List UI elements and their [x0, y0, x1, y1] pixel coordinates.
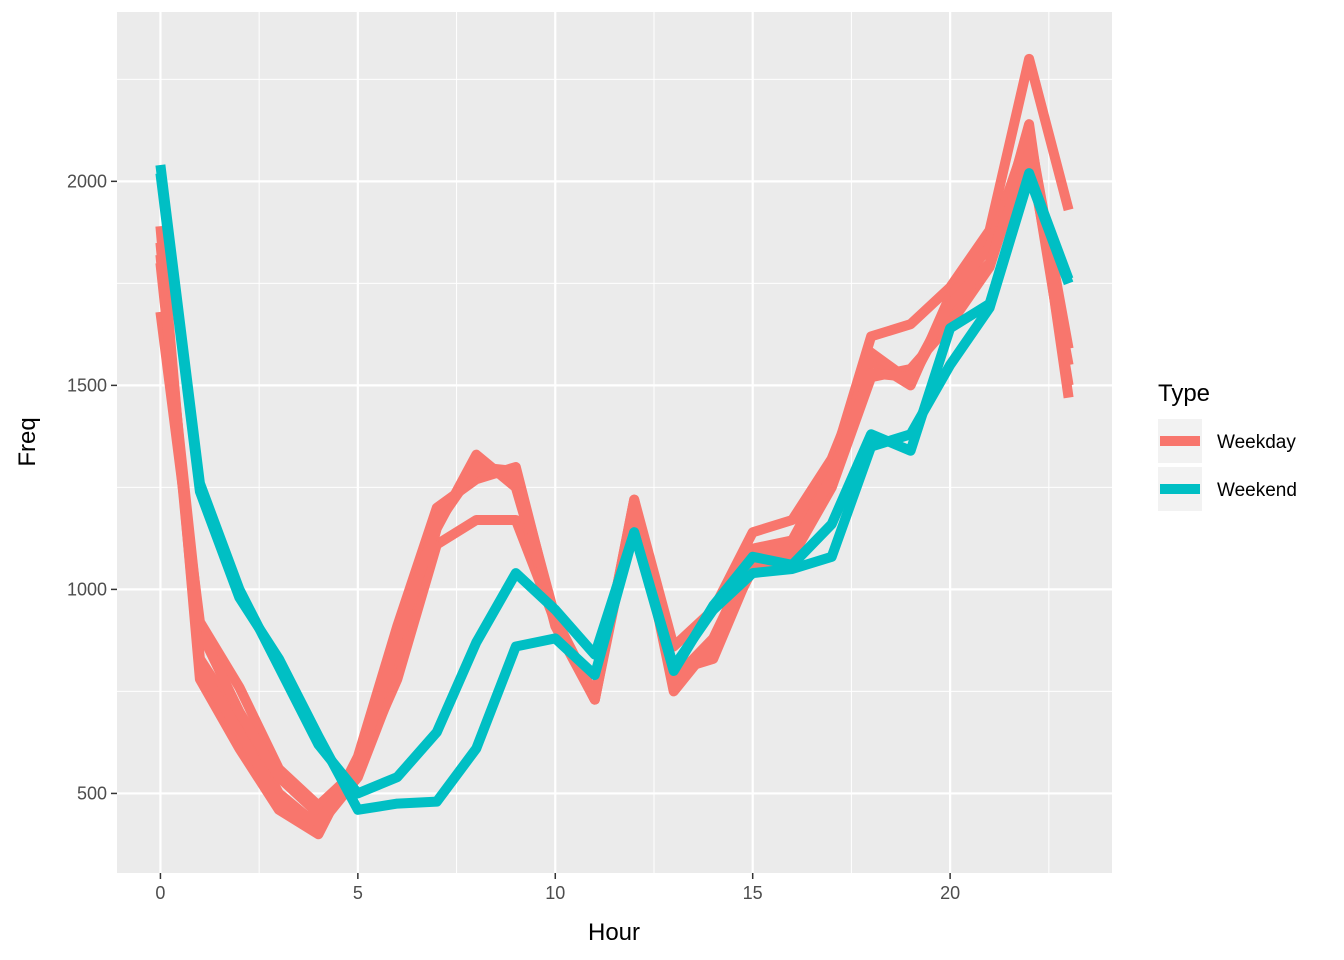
- x-tick-label: 10: [545, 883, 565, 903]
- x-tick-label: 20: [940, 883, 960, 903]
- y-tick-label: 500: [77, 783, 107, 803]
- x-tick-label: 5: [353, 883, 363, 903]
- x-tick-label: 15: [743, 883, 763, 903]
- x-tick-label: 0: [155, 883, 165, 903]
- y-tick-label: 2000: [67, 171, 107, 191]
- series-line-weekend: [155, 172, 1074, 815]
- legend-title: Type: [1158, 380, 1210, 407]
- x-axis-title: Hour: [588, 919, 640, 946]
- y-axis-title: Freq: [14, 417, 41, 466]
- minor-gridlines: [117, 12, 1112, 873]
- y-tick-label: 1000: [67, 579, 107, 599]
- y-tick-label: 1500: [67, 375, 107, 395]
- major-gridlines: [117, 12, 1112, 873]
- legend-label: Weekend: [1217, 480, 1297, 501]
- y-axis: 500 1000 1500 2000: [67, 171, 117, 803]
- legend: Type Weekday Weekend: [1158, 380, 1297, 511]
- x-axis: 0 5 10 15 20: [155, 873, 960, 903]
- panel-background: [117, 12, 1112, 873]
- series-lines: [155, 53, 1074, 840]
- legend-label: Weekday: [1217, 432, 1296, 453]
